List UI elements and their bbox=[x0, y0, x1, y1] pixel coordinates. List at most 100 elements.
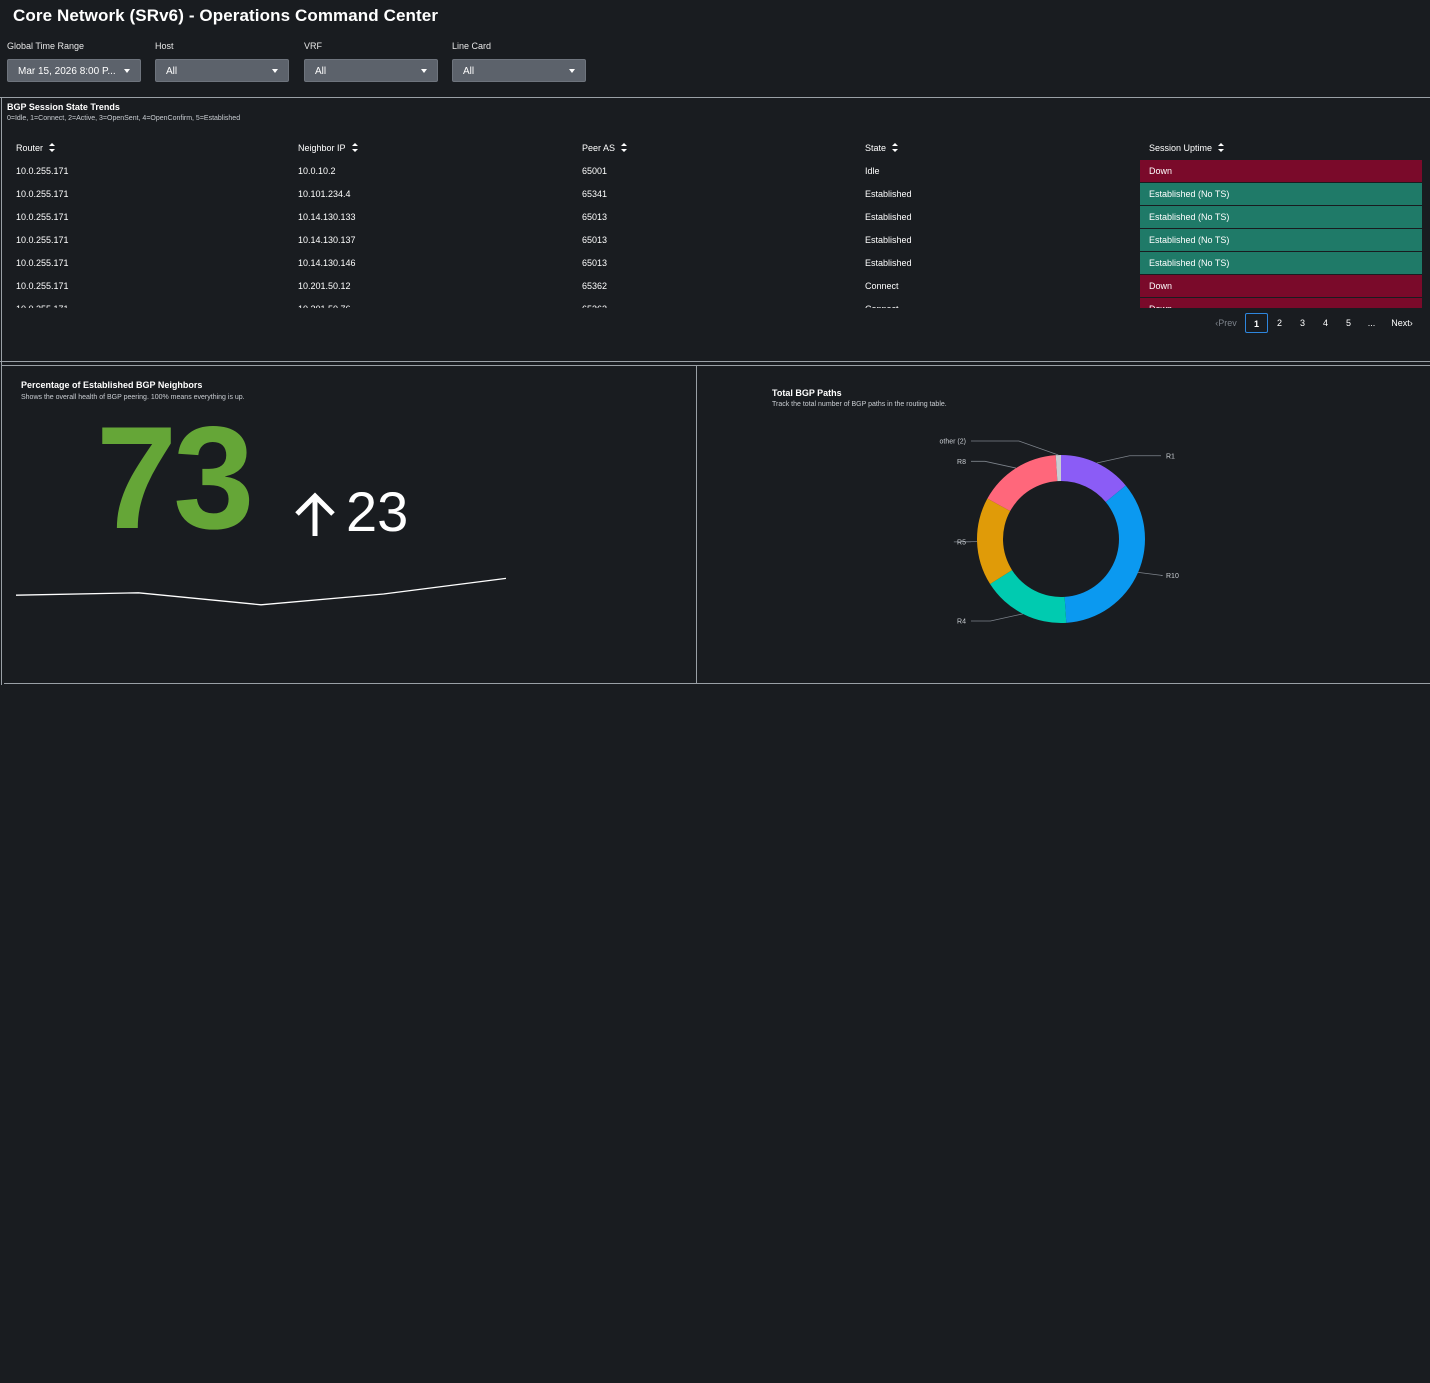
trend-delta-value: 23 bbox=[346, 480, 409, 543]
next-label: Next bbox=[1391, 318, 1410, 328]
donut-slice[interactable] bbox=[977, 498, 1013, 585]
table-row: 10.0.255.171 10.0.10.2 65001 Idle Down bbox=[8, 160, 1422, 183]
leader-line bbox=[1096, 455, 1161, 464]
cell-peer-as: 65362 bbox=[582, 281, 608, 291]
column-header-peer-as[interactable]: Peer AS bbox=[582, 143, 628, 153]
page-2-button[interactable]: 2 bbox=[1276, 318, 1282, 328]
donut-slice[interactable] bbox=[990, 570, 1067, 623]
time-range-select[interactable]: Mar 15, 2026 8:00 P... bbox=[7, 59, 141, 82]
cell-session-uptime: Down bbox=[1140, 160, 1422, 182]
cell-state: Idle bbox=[865, 166, 880, 176]
table-row: 10.0.255.171 10.201.50.76 65362 Connect … bbox=[8, 298, 1422, 308]
cell-session-uptime: Established (No TS) bbox=[1140, 229, 1422, 251]
donut-slice[interactable] bbox=[1061, 455, 1126, 503]
host-select[interactable]: All bbox=[155, 59, 289, 82]
donut-label: R10 bbox=[1166, 573, 1179, 580]
cell-state: Established bbox=[865, 258, 912, 268]
divider bbox=[696, 365, 697, 683]
cell-peer-as: 65013 bbox=[582, 212, 608, 222]
donut-label: R5 bbox=[957, 539, 966, 546]
next-page-button[interactable]: Next› bbox=[1385, 313, 1419, 333]
cell-neighbor-ip: 10.14.130.137 bbox=[298, 235, 356, 245]
table-row: 10.0.255.171 10.14.130.137 65013 Establi… bbox=[8, 229, 1422, 252]
select-value: All bbox=[166, 66, 178, 77]
arrow-up-icon bbox=[295, 492, 335, 536]
cell-router: 10.0.255.171 bbox=[16, 298, 69, 308]
donut-chart: R1 R10 R4 R5 R8 other (2) bbox=[940, 439, 1179, 626]
donut-slice[interactable] bbox=[1055, 455, 1061, 482]
select-value: Mar 15, 2026 8:00 P... bbox=[18, 66, 116, 77]
sort-icon bbox=[892, 143, 899, 152]
filter-label: Host bbox=[155, 41, 174, 51]
time-range-filter: Global Time Range Mar 15, 2026 8:00 P... bbox=[7, 41, 141, 82]
page-3-button[interactable]: 3 bbox=[1299, 318, 1305, 328]
pagination-ellipsis: ... bbox=[1367, 318, 1376, 328]
cell-session-uptime: Down bbox=[1140, 298, 1422, 308]
chevron-down-icon bbox=[569, 69, 575, 73]
donut-label: other (2) bbox=[940, 439, 966, 446]
leader-line bbox=[971, 440, 1059, 456]
sort-icon bbox=[1218, 143, 1225, 152]
cell-session-uptime: Established (No TS) bbox=[1140, 183, 1422, 205]
bgp-session-table: Router Neighbor IP Peer AS State Session… bbox=[8, 138, 1422, 308]
line-card-filter: Line Card All bbox=[452, 41, 586, 82]
cell-state: Established bbox=[865, 189, 912, 199]
cell-neighbor-ip: 10.201.50.76 bbox=[298, 298, 351, 308]
panel-subtitle: Track the total number of BGP paths in t… bbox=[772, 401, 947, 408]
cell-neighbor-ip: 10.201.50.12 bbox=[298, 281, 351, 291]
donut-label: R4 bbox=[957, 618, 966, 625]
cell-state: Connect bbox=[865, 298, 899, 308]
divider bbox=[1, 97, 2, 685]
select-value: All bbox=[315, 66, 327, 77]
cell-peer-as: 65013 bbox=[582, 235, 608, 245]
cell-router: 10.0.255.171 bbox=[16, 189, 69, 199]
cell-router: 10.0.255.171 bbox=[16, 258, 69, 268]
cell-neighbor-ip: 10.0.10.2 bbox=[298, 166, 336, 176]
sort-icon bbox=[49, 143, 56, 152]
table-row: 10.0.255.171 10.14.130.133 65013 Establi… bbox=[8, 206, 1422, 229]
cell-peer-as: 65001 bbox=[582, 166, 608, 176]
line-card-select[interactable]: All bbox=[452, 59, 586, 82]
sort-icon bbox=[351, 143, 358, 152]
cell-router: 10.0.255.171 bbox=[16, 166, 69, 176]
panel-subtitle: 0=Idle, 1=Connect, 2=Active, 3=OpenSent,… bbox=[7, 115, 241, 122]
sparkline-line bbox=[15, 577, 507, 606]
page-title: Core Network (SRv6) - Operations Command… bbox=[13, 6, 439, 25]
donut-slice[interactable] bbox=[987, 455, 1058, 512]
donut-label: R1 bbox=[1166, 453, 1175, 460]
cell-state: Established bbox=[865, 212, 912, 222]
chevron-left-icon: ‹ bbox=[1215, 318, 1219, 328]
table-row: 10.0.255.171 10.201.50.12 65362 Connect … bbox=[8, 275, 1422, 298]
divider bbox=[1, 365, 1430, 366]
cell-session-uptime: Established (No TS) bbox=[1140, 206, 1422, 228]
page-4-button[interactable]: 4 bbox=[1322, 318, 1328, 328]
cell-session-uptime: Down bbox=[1140, 275, 1422, 297]
cell-router: 10.0.255.171 bbox=[16, 212, 69, 222]
column-header-session-uptime[interactable]: Session Uptime bbox=[1149, 143, 1225, 153]
column-header-router[interactable]: Router bbox=[16, 143, 56, 153]
vrf-filter: VRF All bbox=[304, 41, 438, 82]
divider bbox=[0, 361, 1430, 362]
leader-line bbox=[971, 613, 1023, 622]
column-header-neighbor-ip[interactable]: Neighbor IP bbox=[298, 143, 358, 153]
panel-title: Percentage of Established BGP Neighbors bbox=[21, 380, 203, 390]
prev-label: Prev bbox=[1218, 318, 1237, 328]
cell-state: Established bbox=[865, 235, 912, 245]
cell-session-uptime: Established (No TS) bbox=[1140, 252, 1422, 274]
prev-page-button[interactable]: ‹Prev bbox=[1210, 313, 1242, 333]
page-5-button[interactable]: 5 bbox=[1345, 318, 1351, 328]
chevron-down-icon bbox=[124, 69, 130, 73]
column-header-state[interactable]: State bbox=[865, 143, 899, 153]
donut-slice[interactable] bbox=[1064, 485, 1145, 623]
vrf-select[interactable]: All bbox=[304, 59, 438, 82]
select-value: All bbox=[463, 66, 475, 77]
filter-label: VRF bbox=[304, 41, 322, 51]
chevron-right-icon: › bbox=[1409, 318, 1413, 328]
sparkline-chart bbox=[15, 577, 507, 606]
cell-neighbor-ip: 10.14.130.146 bbox=[298, 258, 356, 268]
page-1-button[interactable]: 1 bbox=[1245, 313, 1268, 333]
cell-neighbor-ip: 10.101.234.4 bbox=[298, 189, 351, 199]
cell-router: 10.0.255.171 bbox=[16, 281, 69, 291]
panel-title: Total BGP Paths bbox=[772, 388, 842, 398]
divider bbox=[4, 683, 1430, 684]
